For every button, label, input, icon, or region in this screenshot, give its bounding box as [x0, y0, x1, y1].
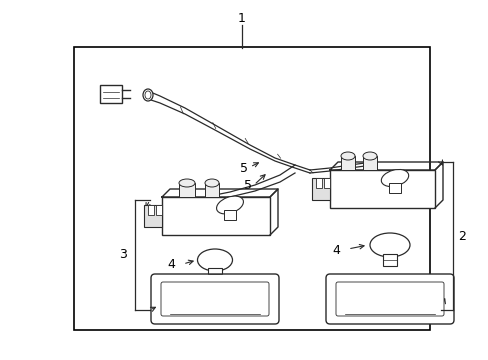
Text: 4: 4: [331, 243, 339, 257]
Text: 5: 5: [244, 179, 251, 192]
Bar: [382, 254, 396, 266]
Ellipse shape: [145, 91, 151, 99]
Bar: [148, 205, 154, 215]
Bar: [324, 178, 329, 188]
Bar: [74, 47, 429, 330]
Text: 3: 3: [119, 248, 127, 261]
Bar: [315, 178, 321, 188]
Ellipse shape: [362, 152, 376, 160]
Bar: [179, 183, 195, 197]
Text: 4: 4: [167, 258, 175, 271]
Ellipse shape: [197, 249, 232, 271]
Bar: [329, 170, 434, 208]
Bar: [311, 178, 329, 200]
FancyBboxPatch shape: [335, 282, 443, 316]
Bar: [224, 210, 236, 220]
Bar: [162, 197, 269, 235]
Ellipse shape: [340, 152, 354, 160]
Ellipse shape: [179, 179, 195, 187]
Bar: [362, 156, 376, 170]
Ellipse shape: [204, 179, 219, 187]
FancyBboxPatch shape: [151, 274, 279, 324]
Bar: [207, 268, 222, 280]
Bar: [100, 85, 122, 103]
Text: 1: 1: [238, 12, 245, 24]
Ellipse shape: [369, 233, 409, 257]
Bar: [143, 205, 162, 227]
FancyBboxPatch shape: [161, 282, 268, 316]
Bar: [340, 156, 354, 170]
Bar: [204, 183, 219, 197]
Text: 2: 2: [457, 230, 465, 243]
Bar: [388, 183, 400, 193]
FancyBboxPatch shape: [325, 274, 453, 324]
Bar: [156, 205, 162, 215]
Ellipse shape: [142, 89, 153, 101]
Ellipse shape: [381, 170, 408, 186]
Ellipse shape: [216, 196, 243, 214]
Text: 5: 5: [240, 162, 247, 175]
